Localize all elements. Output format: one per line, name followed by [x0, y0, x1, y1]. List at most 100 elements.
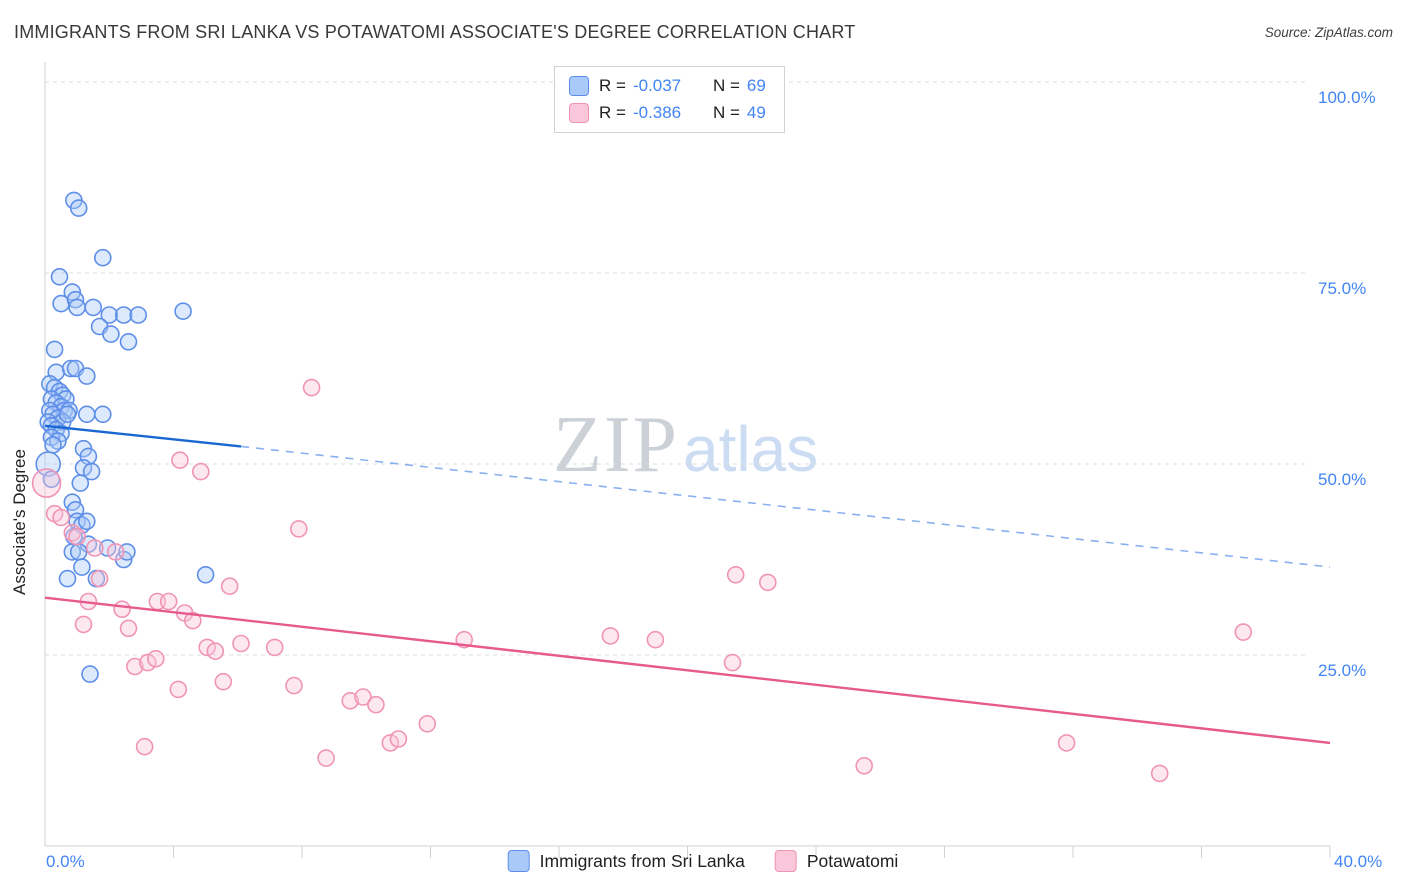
data-point-potawatomi: [113, 600, 131, 619]
y-tick-100: 100.0%: [1318, 88, 1376, 107]
data-point-sri-lanka: [58, 405, 77, 424]
series-legend: Immigrants from Sri Lanka Potawatomi: [507, 850, 898, 872]
n-label: N =: [712, 76, 740, 95]
legend-item-label: Immigrants from Sri Lanka: [539, 850, 745, 871]
legend-item-potawatomi: Potawatomi: [774, 850, 898, 872]
data-point-sri-lanka: [98, 539, 117, 557]
data-point-sri-lanka: [68, 298, 86, 317]
trend-line-potawatomi: [44, 596, 1331, 745]
data-point-potawatomi: [289, 520, 308, 538]
data-point-sri-lanka: [102, 325, 120, 343]
n-label: N =: [712, 103, 740, 122]
data-point-potawatomi: [285, 676, 303, 695]
y-tick-50: 50.0%: [1318, 470, 1367, 489]
r-value: -0.386: [632, 103, 682, 122]
legend-row-potawatomi: R = -0.386 N = 49: [569, 103, 766, 123]
data-point-potawatomi: [126, 657, 144, 676]
data-point-potawatomi: [198, 638, 216, 657]
data-point-sri-lanka: [114, 306, 133, 324]
data-point-potawatomi: [214, 672, 233, 691]
data-point-sri-lanka: [58, 569, 77, 588]
data-point-potawatomi: [119, 619, 138, 638]
data-point-potawatomi: [74, 615, 93, 634]
data-point-potawatomi: [147, 649, 165, 668]
data-point-sri-lanka: [82, 462, 101, 481]
data-point-sri-lanka: [71, 474, 90, 492]
data-point-potawatomi: [52, 508, 70, 527]
potawatomi-swatch: [569, 103, 589, 123]
data-point-sri-lanka: [69, 199, 88, 217]
data-point-sri-lanka: [100, 306, 119, 324]
data-point-sri-lanka: [44, 436, 62, 454]
r-value: -0.037: [632, 76, 682, 95]
data-point-sri-lanka: [78, 367, 96, 385]
data-point-potawatomi: [135, 737, 154, 756]
y-tick-25: 25.0%: [1318, 661, 1367, 680]
data-point-potawatomi: [159, 592, 178, 611]
legend-item-sri-lanka: Immigrants from Sri Lanka: [507, 850, 745, 872]
legend-row-sri-lanka: R = -0.037 N = 69: [569, 76, 766, 96]
data-point-potawatomi: [723, 653, 742, 672]
data-point-sri-lanka: [94, 405, 112, 424]
data-point-potawatomi: [192, 462, 210, 481]
r-label: R =: [599, 103, 626, 122]
data-point-sri-lanka: [50, 267, 69, 286]
data-point-sri-lanka: [84, 298, 102, 317]
watermark-atlas: atlas: [683, 413, 819, 485]
data-point-sri-lanka: [78, 512, 96, 531]
data-point-sri-lanka: [69, 543, 88, 561]
data-point-potawatomi: [354, 688, 372, 706]
data-point-potawatomi: [232, 634, 250, 653]
watermark: ZIP atlas: [553, 400, 818, 491]
data-point-sri-lanka: [174, 302, 192, 321]
data-point-potawatomi: [601, 627, 620, 645]
page-title: IMMIGRANTS FROM SRI LANKA VS POTAWATOMI …: [14, 22, 856, 42]
y-axis-title: Associate's Degree: [10, 449, 29, 595]
potawatomi-swatch: [774, 850, 797, 872]
n-value: 69: [746, 76, 766, 95]
data-point-potawatomi: [726, 565, 745, 584]
data-point-sri-lanka: [119, 332, 138, 351]
n-value: 49: [746, 103, 766, 122]
data-point-sri-lanka: [196, 565, 215, 584]
data-point-potawatomi: [90, 569, 109, 588]
data-point-potawatomi: [169, 680, 188, 699]
data-point-potawatomi: [171, 451, 189, 470]
data-point-potawatomi: [31, 468, 62, 498]
data-point-potawatomi: [317, 749, 335, 767]
correlation-legend-box: R = -0.037 N = 69 R = -0.386 N = 49: [554, 66, 785, 133]
data-point-potawatomi: [855, 756, 874, 775]
data-point-potawatomi: [367, 695, 385, 714]
data-point-sri-lanka: [73, 558, 91, 576]
data-point-potawatomi: [265, 638, 284, 657]
x-axis-min-label: 0.0%: [46, 852, 85, 871]
data-point-sri-lanka: [45, 340, 64, 359]
data-point-potawatomi: [646, 630, 665, 649]
trend-line-sri-lanka: [44, 424, 242, 448]
data-point-potawatomi: [389, 730, 408, 748]
data-point-potawatomi: [220, 577, 239, 596]
watermark-zip: ZIP: [553, 401, 679, 489]
data-point-sri-lanka: [129, 306, 147, 324]
data-point-potawatomi: [1234, 623, 1253, 641]
data-point-potawatomi: [302, 378, 321, 397]
data-point-potawatomi: [68, 527, 86, 546]
data-point-potawatomi: [106, 543, 125, 561]
data-point-sri-lanka: [78, 405, 96, 424]
data-point-potawatomi: [184, 611, 202, 630]
data-point-potawatomi: [381, 734, 400, 752]
data-point-sri-lanka: [61, 359, 80, 378]
data-point-sri-lanka: [94, 248, 112, 267]
x-axis-max-label: 40.0%: [1334, 852, 1383, 871]
data-point-potawatomi: [206, 642, 225, 661]
y-tick-75: 75.0%: [1318, 279, 1367, 298]
trend-line-sri-lanka-projection: [240, 445, 1331, 568]
data-point-sri-lanka: [81, 665, 99, 683]
data-point-potawatomi: [341, 691, 360, 710]
data-point-potawatomi: [86, 539, 104, 557]
data-point-potawatomi: [1057, 734, 1076, 752]
sri-lanka-swatch: [507, 850, 530, 872]
source-label: Source: ZipAtlas.com: [1264, 25, 1393, 40]
